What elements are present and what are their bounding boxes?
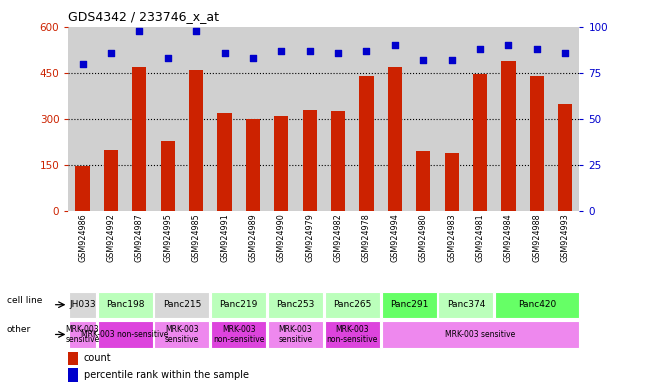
Text: GSM924988: GSM924988: [533, 214, 541, 262]
Bar: [388, 67, 402, 211]
Bar: [501, 61, 516, 211]
Point: [105, 50, 116, 56]
Text: MRK-003
sensitive: MRK-003 sensitive: [279, 325, 312, 344]
Point: [191, 28, 201, 34]
Text: MRK-003
non-sensitive: MRK-003 non-sensitive: [327, 325, 378, 344]
Text: GSM924992: GSM924992: [107, 214, 115, 262]
Bar: [325, 321, 380, 348]
Text: Panc265: Panc265: [333, 300, 372, 309]
Text: GSM924984: GSM924984: [504, 214, 513, 262]
Bar: [211, 292, 266, 318]
Bar: [331, 111, 345, 211]
Bar: [303, 110, 317, 211]
Text: Panc219: Panc219: [219, 300, 258, 309]
Text: GSM924991: GSM924991: [220, 214, 229, 262]
Text: GSM924981: GSM924981: [475, 214, 484, 262]
Bar: [473, 74, 487, 211]
Bar: [98, 292, 153, 318]
Bar: [495, 292, 579, 318]
Text: MRK-003
sensitive: MRK-003 sensitive: [65, 325, 100, 344]
Point: [219, 50, 230, 56]
Bar: [76, 166, 90, 211]
Point: [163, 55, 173, 61]
Bar: [381, 292, 437, 318]
Bar: [211, 321, 266, 348]
Point: [418, 57, 428, 63]
Text: Panc215: Panc215: [163, 300, 201, 309]
Point: [447, 57, 457, 63]
Text: Panc198: Panc198: [106, 300, 145, 309]
Bar: [154, 292, 210, 318]
Bar: [189, 70, 203, 211]
Bar: [530, 76, 544, 211]
Text: GSM924987: GSM924987: [135, 214, 144, 262]
Text: Panc374: Panc374: [447, 300, 485, 309]
Bar: [217, 113, 232, 211]
Point: [361, 48, 372, 54]
Text: GSM924978: GSM924978: [362, 214, 371, 262]
Text: other: other: [7, 326, 31, 334]
Bar: [274, 116, 288, 211]
Text: GSM924989: GSM924989: [249, 214, 257, 262]
Text: cell line: cell line: [7, 296, 42, 305]
Text: GSM924986: GSM924986: [78, 214, 87, 262]
Text: Panc253: Panc253: [276, 300, 314, 309]
Text: GSM924980: GSM924980: [419, 214, 428, 262]
Text: GSM924985: GSM924985: [191, 214, 201, 262]
Text: GSM924993: GSM924993: [561, 214, 570, 262]
Bar: [68, 352, 78, 365]
Bar: [69, 321, 96, 348]
Text: count: count: [84, 353, 111, 363]
Bar: [161, 141, 175, 211]
Point: [475, 46, 485, 52]
Bar: [325, 292, 380, 318]
Text: MRK-003 sensitive: MRK-003 sensitive: [445, 330, 515, 339]
Bar: [416, 151, 430, 211]
Bar: [445, 153, 459, 211]
Point: [247, 55, 258, 61]
Bar: [558, 104, 572, 211]
Text: GSM924994: GSM924994: [391, 214, 399, 262]
Point: [390, 42, 400, 48]
Bar: [69, 292, 96, 318]
Bar: [132, 67, 146, 211]
Bar: [98, 321, 153, 348]
Bar: [68, 369, 78, 382]
Point: [560, 50, 570, 56]
Text: GSM924995: GSM924995: [163, 214, 173, 262]
Point: [532, 46, 542, 52]
Bar: [246, 119, 260, 211]
Bar: [438, 292, 493, 318]
Text: Panc420: Panc420: [518, 300, 556, 309]
Text: GSM924983: GSM924983: [447, 214, 456, 262]
Point: [134, 28, 145, 34]
Bar: [268, 292, 323, 318]
Point: [77, 61, 88, 67]
Bar: [359, 76, 374, 211]
Text: JH033: JH033: [69, 300, 96, 309]
Bar: [104, 150, 118, 211]
Point: [276, 48, 286, 54]
Text: GSM924982: GSM924982: [333, 214, 342, 262]
Text: percentile rank within the sample: percentile rank within the sample: [84, 370, 249, 380]
Text: MRK-003
sensitive: MRK-003 sensitive: [165, 325, 199, 344]
Bar: [268, 321, 323, 348]
Text: Panc291: Panc291: [390, 300, 428, 309]
Text: MRK-003
non-sensitive: MRK-003 non-sensitive: [213, 325, 264, 344]
Text: MRK-003 non-sensitive: MRK-003 non-sensitive: [81, 330, 169, 339]
Text: GSM924979: GSM924979: [305, 214, 314, 262]
Text: GDS4342 / 233746_x_at: GDS4342 / 233746_x_at: [68, 10, 219, 23]
Point: [305, 48, 315, 54]
Text: GSM924990: GSM924990: [277, 214, 286, 262]
Point: [503, 42, 514, 48]
Point: [333, 50, 343, 56]
Bar: [381, 321, 579, 348]
Bar: [154, 321, 210, 348]
